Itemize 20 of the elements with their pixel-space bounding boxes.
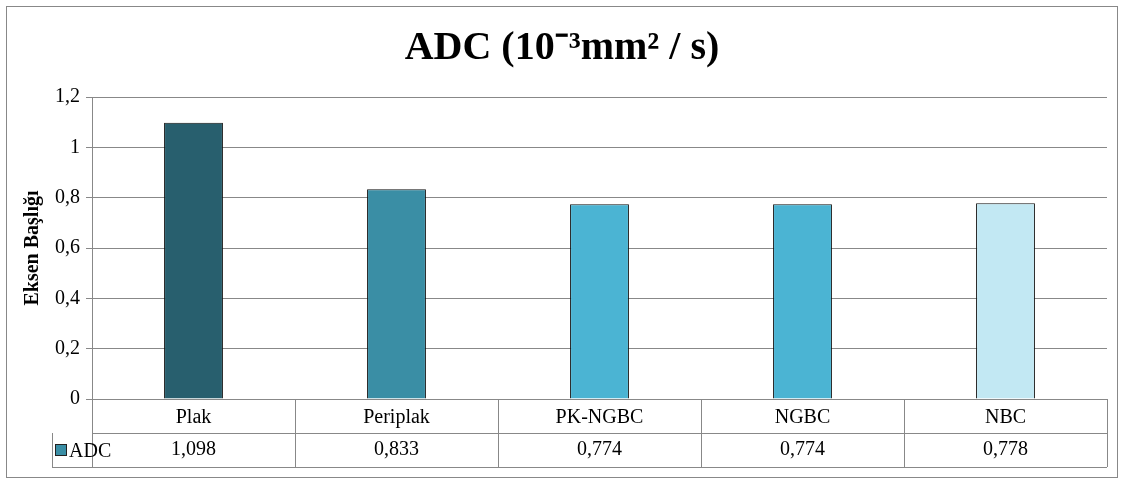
y-tick-label: 0,8 bbox=[55, 184, 80, 207]
y-tick-label: 1,2 bbox=[55, 84, 80, 107]
data-label: 0,778 bbox=[983, 437, 1028, 460]
x-tick-label: NBC bbox=[984, 405, 1027, 428]
legend-label: ADC bbox=[68, 438, 112, 462]
data-label: 0,774 bbox=[780, 437, 825, 460]
y-tick-label: 0 bbox=[70, 386, 80, 409]
x-tick-label: Plak bbox=[175, 405, 212, 428]
x-tick-label: NGBC bbox=[774, 405, 831, 428]
y-tick-label: 0,2 bbox=[55, 335, 80, 358]
y-axis-title: Eksen Başlığı bbox=[20, 190, 44, 306]
chart-title: ADC (10⁻³mm² / s) bbox=[404, 23, 720, 69]
y-tick-label: 0,6 bbox=[55, 235, 80, 258]
x-tick-label: PK-NGBC bbox=[555, 405, 644, 428]
x-tick-label: Periplak bbox=[363, 405, 430, 429]
y-tick-label: 0,4 bbox=[55, 285, 80, 308]
data-label: 1,098 bbox=[171, 437, 216, 460]
y-tick-label: 1 bbox=[70, 134, 80, 157]
data-label: 0,833 bbox=[374, 437, 419, 460]
data-label: 0,774 bbox=[577, 437, 622, 460]
